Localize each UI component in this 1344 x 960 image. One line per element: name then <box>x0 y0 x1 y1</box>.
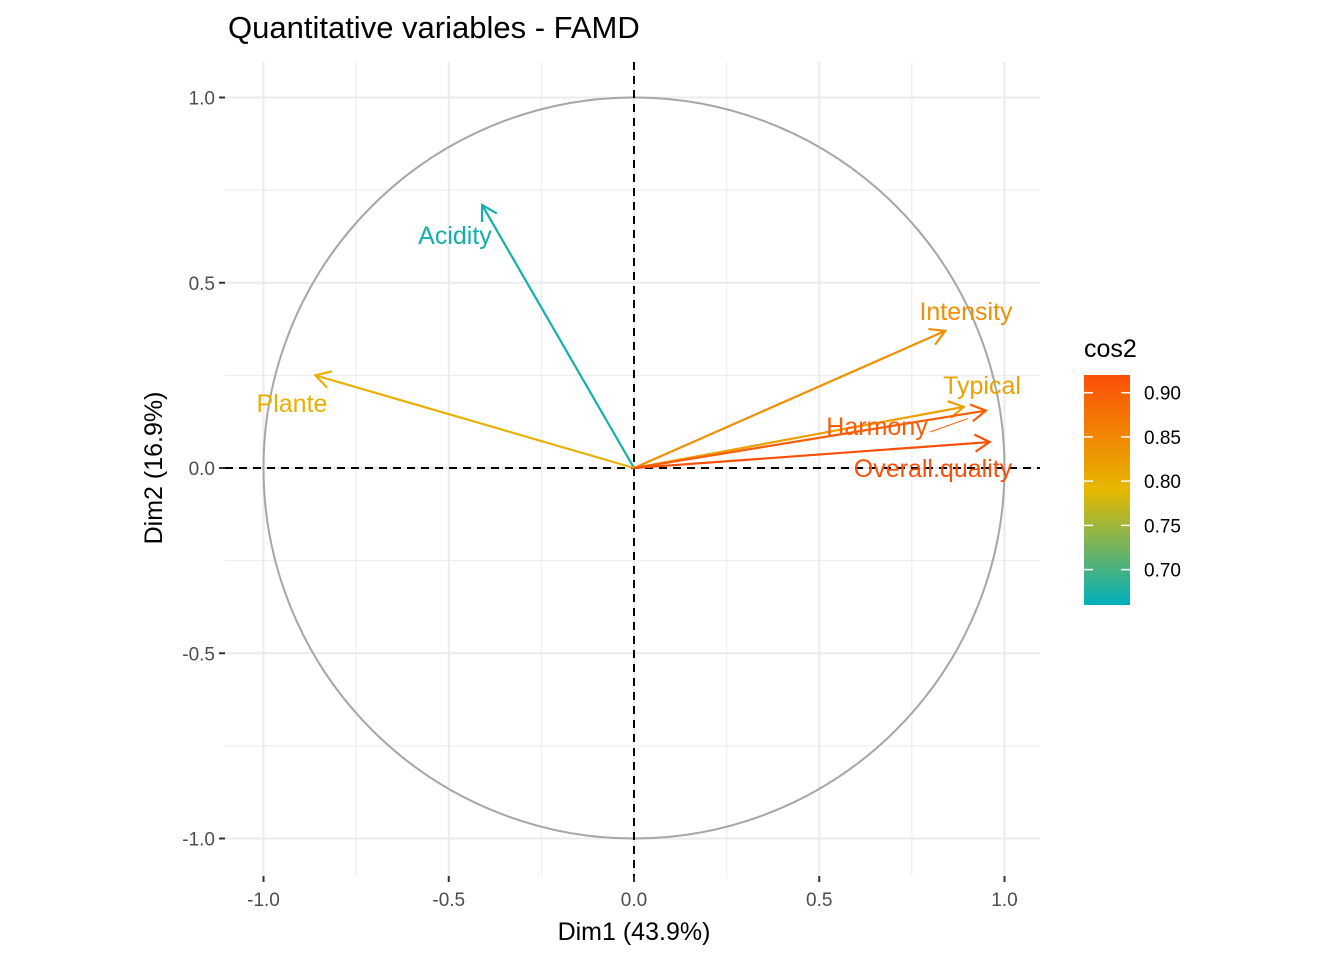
variable-arrow <box>633 403 989 470</box>
x-tick-label: -1.0 <box>247 890 280 911</box>
variable-arrow <box>633 400 966 470</box>
arrow-head <box>313 370 333 389</box>
variable-arrow <box>633 433 992 470</box>
x-tick-label: 0.5 <box>806 890 832 911</box>
legend-tick-label: 0.80 <box>1144 472 1181 493</box>
arrow-head <box>947 400 966 419</box>
label-connector <box>929 418 969 433</box>
arrow-shaft <box>633 409 987 470</box>
x-tick-label: -0.5 <box>432 890 465 911</box>
legend-title: cos2 <box>1084 335 1137 363</box>
x-tick-label: 0.0 <box>621 890 647 911</box>
variable-label: Overall.quality <box>854 455 1013 483</box>
legend-tick-label: 0.75 <box>1144 516 1181 537</box>
cos2-legend: cos2 0.70 0.75 0.80 0.85 0.90 <box>1084 335 1181 605</box>
arrow-shaft <box>633 329 946 470</box>
arrow-head <box>973 433 992 453</box>
x-tick-label: 1.0 <box>991 890 1017 911</box>
arrow-shaft <box>633 405 964 470</box>
variable-arrow <box>633 327 948 470</box>
arrow-head <box>969 403 989 423</box>
variable-arrow <box>313 370 635 470</box>
arrow-shaft <box>633 440 990 470</box>
variable-label: Typical <box>943 372 1021 400</box>
variable-label: Harmony <box>826 413 928 441</box>
legend-colorbar <box>1084 375 1130 605</box>
variable-label: Intensity <box>919 298 1013 326</box>
chart-title: Quantitative variables - FAMD <box>228 10 640 45</box>
variable-label: Acidity <box>418 222 492 250</box>
plot-area: -1.0 -0.5 0.0 0.5 1.0 -1.0 -0.5 0.0 0.5 1.0 Acidit… <box>182 62 1040 911</box>
y-tick-label: 1.0 <box>189 89 215 110</box>
legend-tick-label: 0.70 <box>1144 561 1181 582</box>
arrow-head <box>480 203 498 222</box>
y-tick-label: 0.5 <box>189 274 215 295</box>
y-tick-label: -1.0 <box>182 830 215 851</box>
arrow-shaft <box>315 374 635 470</box>
arrow-head <box>928 327 948 346</box>
legend-tick-label: 0.90 <box>1144 384 1181 405</box>
x-axis-title: Dim1 (43.9%) <box>558 918 711 946</box>
arrow-shaft <box>481 204 635 469</box>
y-tick-label: 0.0 <box>189 459 215 480</box>
variable-label: Plante <box>257 390 328 418</box>
variable-arrow <box>480 203 635 469</box>
legend-tick-label: 0.85 <box>1144 428 1181 449</box>
y-axis-title: Dim2 (16.9%) <box>140 392 168 545</box>
y-tick-label: -0.5 <box>182 644 215 665</box>
